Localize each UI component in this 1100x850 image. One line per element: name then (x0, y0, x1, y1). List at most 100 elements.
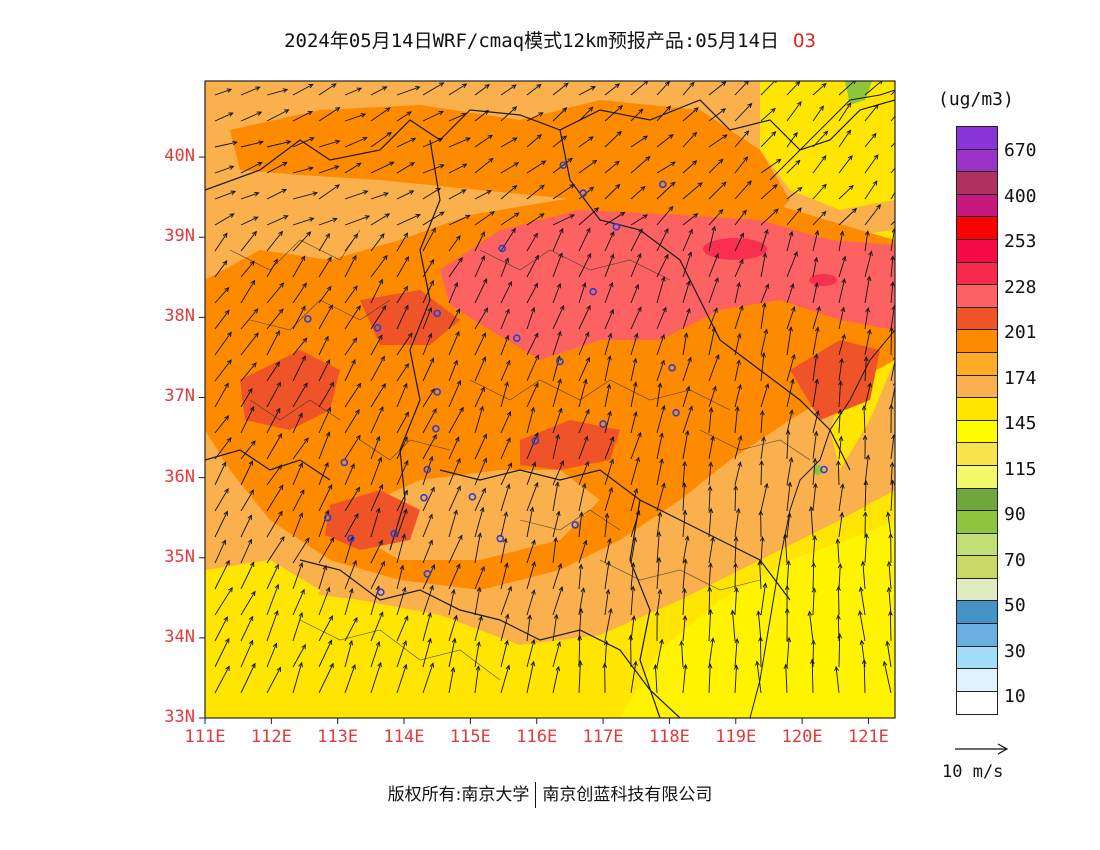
wind-arrow (448, 330, 460, 356)
wind-arrow (214, 140, 238, 148)
wind-arrow (837, 562, 843, 590)
wind-arrow (422, 408, 437, 434)
wind-arrow (630, 332, 639, 356)
wind-arrow (578, 227, 591, 252)
wind-arrow (656, 359, 665, 382)
wind-arrow (885, 511, 892, 538)
wind-arrow (785, 429, 791, 460)
wind-arrow (500, 84, 517, 96)
wind-arrow (834, 665, 840, 694)
wind-arrow (864, 154, 879, 174)
wind-arrow (526, 282, 539, 304)
wind-arrow (864, 532, 869, 564)
wind-arrow (837, 633, 843, 668)
wind-arrow (448, 308, 461, 330)
wind-arrow (786, 560, 791, 590)
wind-arrow (526, 660, 536, 694)
wind-arrow (604, 211, 626, 226)
wind-arrow (708, 277, 719, 304)
station-marker (579, 189, 587, 197)
wind-arrow (860, 560, 866, 590)
wind-arrow (370, 611, 384, 642)
wind-arrow (812, 409, 820, 434)
wind-arrow (526, 254, 539, 278)
wind-arrow (812, 130, 829, 148)
wind-arrow (864, 81, 883, 96)
wind-arrow (812, 82, 827, 96)
wind-arrow (552, 135, 568, 148)
wind-arrow (889, 326, 894, 356)
legend-swatch (957, 488, 997, 512)
wind-arrow (292, 305, 306, 330)
wind-arrow (500, 280, 513, 304)
wind-arrow (370, 661, 382, 694)
wind-arrow (682, 558, 688, 590)
wind-arrow (500, 483, 511, 512)
wind-arrow (864, 250, 873, 278)
wind-arrow (734, 507, 741, 538)
station-marker (423, 569, 432, 578)
wind-arrow (708, 536, 715, 564)
wind-arrow (214, 539, 226, 564)
wind-arrow (838, 230, 845, 252)
legend-label: 115 (1004, 458, 1037, 480)
wind-arrow (786, 207, 802, 226)
wind-arrow (838, 207, 858, 226)
wind-arrow (422, 433, 437, 460)
wind-arrow (344, 559, 357, 590)
wind-arrow (214, 559, 230, 590)
wind-arrow (604, 537, 612, 564)
wind-arrow (836, 614, 841, 642)
wind-arrow (578, 408, 590, 434)
wind-arrow (396, 111, 412, 122)
wind-arrow (422, 137, 444, 148)
wind-arrow (344, 486, 361, 512)
wind-arrow (682, 131, 698, 148)
wind-arrow (708, 225, 717, 252)
station-marker (559, 161, 568, 169)
wind-arrow (240, 161, 263, 174)
county-borders (229, 229, 811, 681)
wind-arrow (552, 585, 564, 616)
wind-arrow (396, 137, 417, 148)
legend-label: 201 (1004, 322, 1037, 343)
wind-arrow (266, 407, 281, 434)
wind-arrow (292, 661, 303, 694)
wind-arrow (500, 613, 510, 642)
wind-arrow (760, 436, 766, 460)
wind-arrow (318, 662, 334, 694)
wind-arrow (318, 639, 333, 668)
wind-arrow (760, 283, 770, 304)
wind-arrow (240, 514, 252, 538)
longitude-label: 120E (781, 727, 823, 747)
wind-arrow (890, 281, 895, 304)
wind-arrow (526, 481, 539, 512)
wind-arrow (292, 537, 310, 564)
wind-arrow (448, 281, 459, 304)
wind-arrow (266, 282, 285, 304)
wind-arrow (786, 456, 794, 486)
wind-arrow (422, 227, 436, 252)
wind-arrow (448, 637, 457, 668)
wind-arrow (760, 228, 769, 252)
wind-arrow (344, 358, 356, 382)
wind-arrow (266, 140, 292, 148)
wind-arrow (214, 359, 232, 382)
wind-arrow (474, 565, 485, 590)
wind-arrow (838, 333, 846, 356)
legend-swatch (957, 172, 997, 195)
wind-arrow (682, 182, 703, 200)
legend-swatch (957, 239, 997, 263)
wind-arrow (474, 665, 481, 694)
wind-arrow (863, 355, 869, 382)
wind-arrow (396, 489, 408, 512)
wind-arrow (292, 83, 314, 96)
wind-arrow (734, 434, 743, 460)
wind-arrow (240, 561, 255, 590)
wind-arrow (812, 482, 818, 512)
legend-swatch (957, 624, 997, 647)
wind-arrow (292, 255, 306, 278)
wind-arrow (318, 107, 341, 122)
wind-arrow (318, 285, 332, 304)
wind-arrow (734, 156, 749, 174)
